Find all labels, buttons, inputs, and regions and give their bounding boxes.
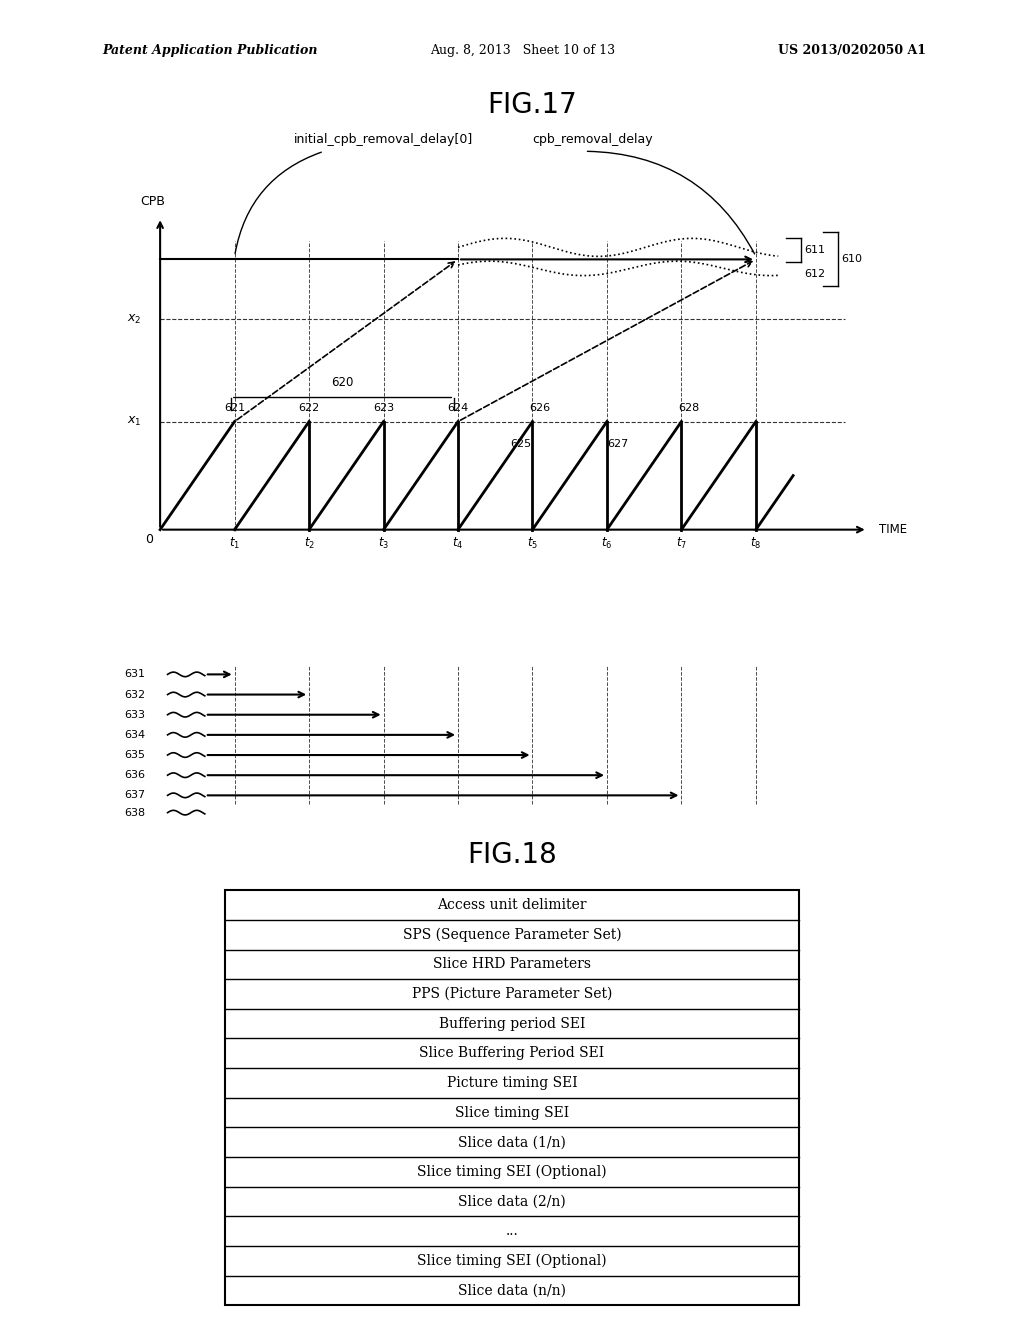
Text: Slice data (1/n): Slice data (1/n) <box>458 1135 566 1150</box>
Text: 628: 628 <box>678 403 699 413</box>
Text: 626: 626 <box>529 403 551 413</box>
Text: Picture timing SEI: Picture timing SEI <box>446 1076 578 1090</box>
Text: 612: 612 <box>804 269 825 280</box>
Text: 636: 636 <box>124 770 145 780</box>
Text: FIG.18: FIG.18 <box>467 841 557 870</box>
Text: 634: 634 <box>124 730 145 741</box>
Text: 635: 635 <box>124 750 145 760</box>
Text: SPS (Sequence Parameter Set): SPS (Sequence Parameter Set) <box>402 928 622 942</box>
Text: Slice timing SEI (Optional): Slice timing SEI (Optional) <box>417 1164 607 1179</box>
Text: initial_cpb_removal_delay[0]: initial_cpb_removal_delay[0] <box>294 133 473 145</box>
Text: Patent Application Publication: Patent Application Publication <box>102 44 317 57</box>
Text: Slice Buffering Period SEI: Slice Buffering Period SEI <box>420 1047 604 1060</box>
Text: Slice timing SEI (Optional): Slice timing SEI (Optional) <box>417 1254 607 1269</box>
Text: 622: 622 <box>298 403 319 413</box>
Text: 638: 638 <box>124 808 145 817</box>
Text: cpb_removal_delay: cpb_removal_delay <box>532 133 653 145</box>
Text: 623: 623 <box>373 403 394 413</box>
Text: $x_1$: $x_1$ <box>127 414 141 428</box>
Text: $t_5$: $t_5$ <box>527 536 538 550</box>
Text: 637: 637 <box>124 791 145 800</box>
Text: Aug. 8, 2013   Sheet 10 of 13: Aug. 8, 2013 Sheet 10 of 13 <box>430 44 615 57</box>
Text: 631: 631 <box>124 669 145 680</box>
Text: 621: 621 <box>224 403 245 413</box>
Text: $t_2$: $t_2$ <box>303 536 314 550</box>
Text: Access unit delimiter: Access unit delimiter <box>437 898 587 912</box>
Text: 624: 624 <box>447 403 469 413</box>
Text: 610: 610 <box>842 255 862 264</box>
Text: US 2013/0202050 A1: US 2013/0202050 A1 <box>778 44 927 57</box>
Text: 625: 625 <box>511 438 531 449</box>
Text: TIME: TIME <box>879 523 907 536</box>
Text: $t_3$: $t_3$ <box>378 536 389 550</box>
Text: CPB: CPB <box>140 195 165 209</box>
Text: $t_1$: $t_1$ <box>229 536 241 550</box>
Text: 633: 633 <box>124 710 145 719</box>
Text: Slice data (n/n): Slice data (n/n) <box>458 1283 566 1298</box>
Text: $t_8$: $t_8$ <box>751 536 762 550</box>
Text: Slice data (2/n): Slice data (2/n) <box>458 1195 566 1209</box>
Text: 0: 0 <box>145 533 153 545</box>
Text: FIG.17: FIG.17 <box>487 91 578 119</box>
Text: $t_4$: $t_4$ <box>453 536 464 550</box>
Text: PPS (Picture Parameter Set): PPS (Picture Parameter Set) <box>412 987 612 1001</box>
Text: Slice timing SEI: Slice timing SEI <box>455 1106 569 1119</box>
Text: 632: 632 <box>124 689 145 700</box>
Text: $x_2$: $x_2$ <box>127 313 141 326</box>
Text: 627: 627 <box>607 438 629 449</box>
Text: 611: 611 <box>804 246 825 255</box>
Text: $t_6$: $t_6$ <box>601 536 612 550</box>
Text: Slice HRD Parameters: Slice HRD Parameters <box>433 957 591 972</box>
Text: $t_7$: $t_7$ <box>676 536 687 550</box>
Text: Buffering period SEI: Buffering period SEI <box>439 1016 585 1031</box>
Text: 620: 620 <box>332 375 353 388</box>
Text: ...: ... <box>506 1224 518 1238</box>
